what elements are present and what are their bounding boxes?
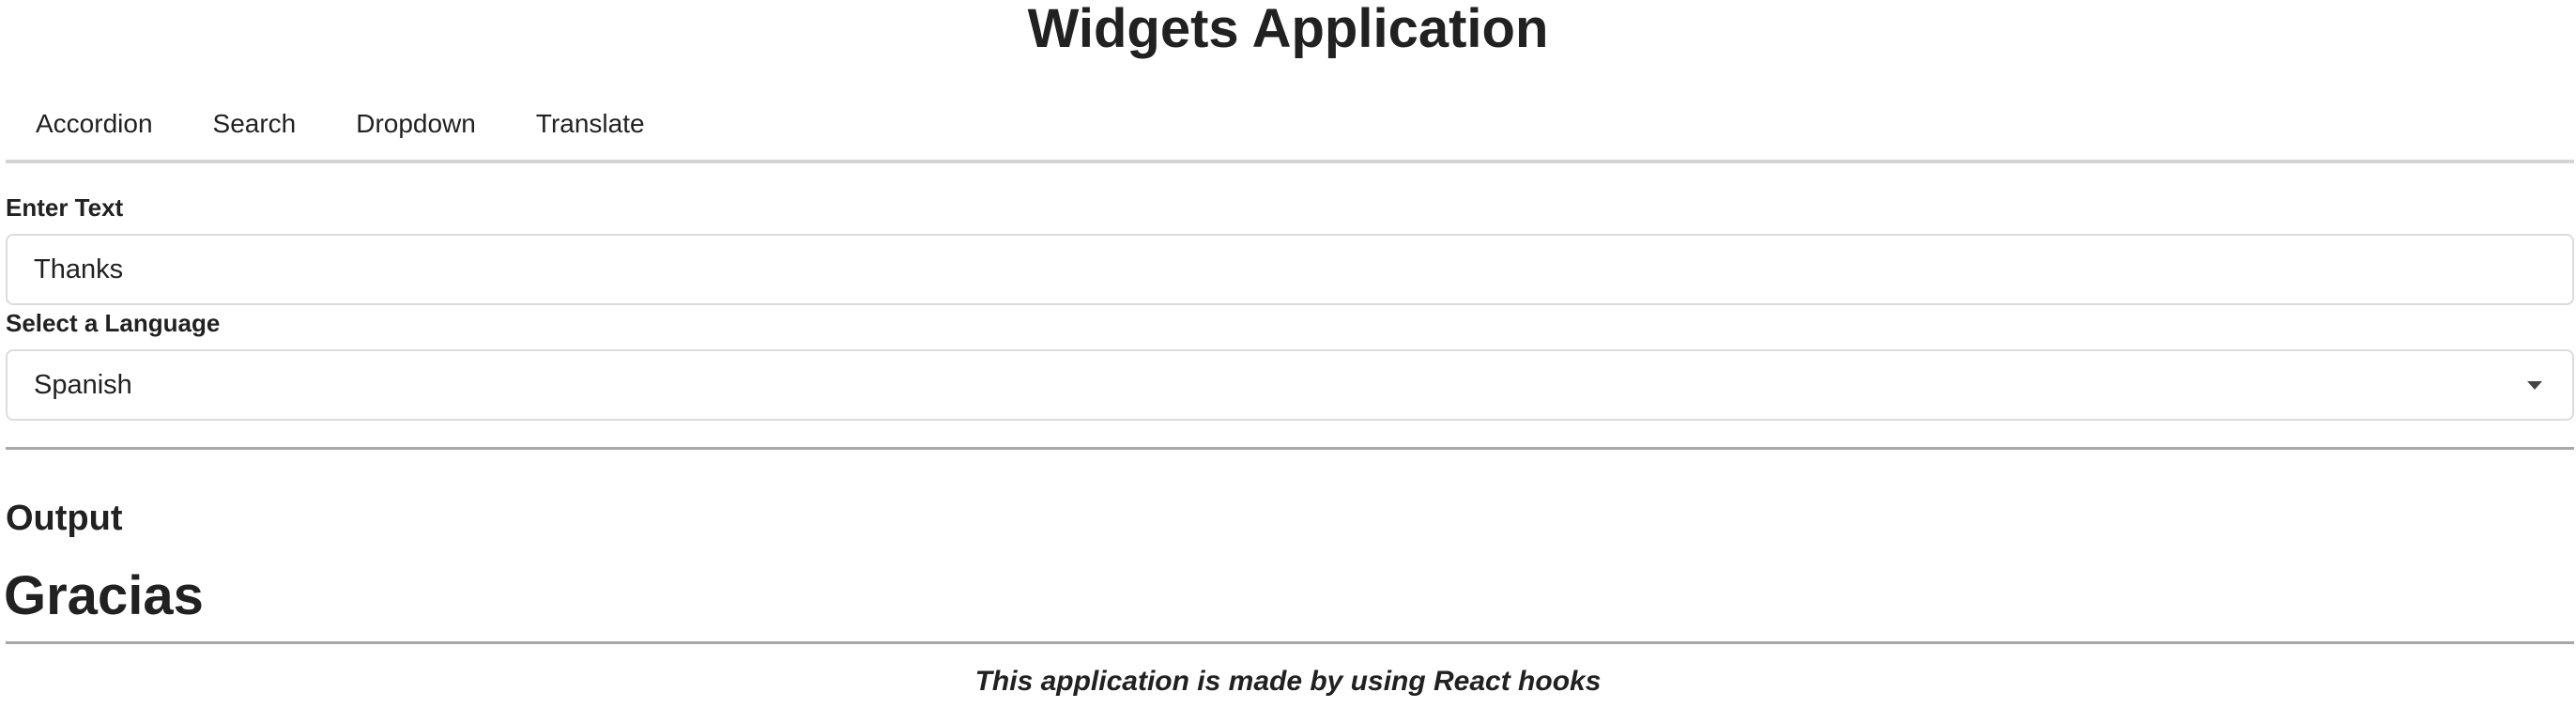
form-divider — [6, 447, 2574, 450]
language-select[interactable]: Spanish — [6, 349, 2574, 421]
enter-text-label: Enter Text — [6, 193, 124, 222]
nav-item-accordion[interactable]: Accordion — [36, 109, 153, 138]
caret-down-icon — [2527, 380, 2542, 390]
output-translation: Gracias — [4, 565, 204, 626]
select-language-label: Select a Language — [6, 309, 221, 337]
language-select-value: Spanish — [34, 369, 132, 400]
footer-note: This application is made by using React … — [974, 666, 1602, 697]
nav-menu: Accordion Search Dropdown Translate — [6, 98, 2574, 163]
nav-item-search[interactable]: Search — [212, 109, 297, 138]
nav-item-dropdown[interactable]: Dropdown — [356, 109, 476, 138]
app-title: Widgets Application — [1027, 0, 1549, 59]
enter-text-input[interactable] — [6, 234, 2574, 305]
footer-divider — [6, 641, 2574, 644]
nav-item-translate[interactable]: Translate — [535, 109, 645, 138]
output-heading: Output — [6, 499, 123, 538]
